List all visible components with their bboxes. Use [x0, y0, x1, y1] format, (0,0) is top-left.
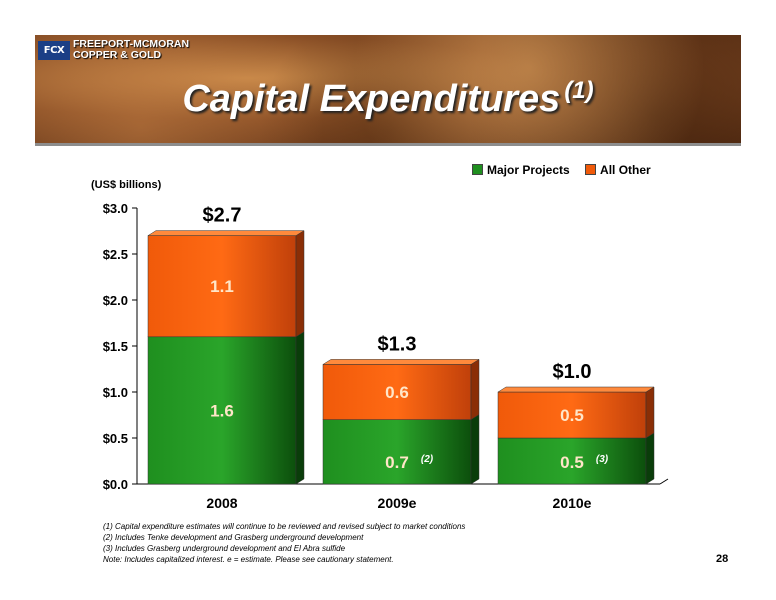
- bar-top-2010e: [497, 386, 655, 393]
- bar-note-2009e: (2): [421, 454, 434, 465]
- total-label-2009e: $1.3: [378, 333, 417, 355]
- y-tick-label: $1.0: [103, 385, 128, 400]
- legend-item-major-projects: Major Projects: [472, 163, 570, 177]
- x-tick-label-2008: 2008: [206, 495, 237, 511]
- footnotes: (1) Capital expenditure estimates will c…: [103, 521, 465, 565]
- header-banner: FCX FREEPORT-MCMORAN COPPER & GOLD Capit…: [35, 35, 741, 143]
- legend-swatch-all-other: [585, 164, 597, 175]
- header-divider: [35, 143, 741, 146]
- value-label-all-other-2010e: 0.5: [560, 406, 584, 425]
- footnote-note: Note: Includes capitalized interest. e =…: [103, 555, 394, 564]
- bar-side-major-projects-2010e: [645, 432, 655, 485]
- bar-top-2009e: [322, 359, 480, 365]
- banner-texture: [35, 35, 741, 143]
- logo-line-1: FREEPORT-MCMORAN: [73, 38, 190, 50]
- bar-major-projects-2009e: [322, 419, 472, 485]
- bar-top-2008: [147, 230, 305, 236]
- logo-line-2: COPPER & GOLD: [73, 49, 162, 61]
- bar-all-other-2010e: [497, 391, 647, 439]
- y-tick-label: $1.5: [103, 339, 128, 354]
- value-label-all-other-2008: 1.1: [210, 277, 234, 296]
- y-tick-label: $2.0: [103, 293, 128, 308]
- footnote-3: (3) Includes Grasberg underground develo…: [103, 544, 346, 553]
- bar-major-projects-2010e: [497, 437, 647, 485]
- bar-side-major-projects-2009e: [470, 414, 480, 485]
- value-label-all-other-2009e: 0.6: [385, 383, 409, 402]
- value-label-major-projects-2010e: 0.5: [560, 453, 584, 472]
- legend-swatch-major-projects: [472, 164, 483, 175]
- legend-item-all-other: All Other: [585, 163, 651, 177]
- bar-note-2010e: (3): [596, 454, 609, 465]
- total-label-2008: $2.7: [203, 205, 242, 227]
- x-axis-depth-line: [659, 478, 669, 485]
- bar-side-all-other-2008: [295, 230, 305, 338]
- legend-label-major-projects: Major Projects: [487, 163, 570, 177]
- bar-side-all-other-2009e: [470, 358, 480, 421]
- chart-legend: Major Projects All Other: [472, 163, 663, 177]
- x-tick-label-2009e: 2009e: [378, 495, 417, 511]
- bar-major-projects-2008: [147, 336, 297, 485]
- y-tick-label: $0.5: [103, 431, 128, 446]
- company-logo-text: FREEPORT-MCMORAN COPPER & GOLD: [73, 39, 189, 61]
- y-tick-label: $3.0: [103, 201, 128, 216]
- y-tick-label: $2.5: [103, 247, 128, 262]
- y-axis-label: (US$ billions): [91, 179, 162, 191]
- total-label-2010e: $1.0: [553, 361, 592, 383]
- page-title: Capital Expenditures (1): [35, 77, 741, 121]
- title-superscript: (1): [564, 77, 594, 104]
- bar-side-all-other-2010e: [645, 386, 655, 439]
- title-text: Capital Expenditures: [182, 78, 561, 120]
- footnote-2: (2) Includes Tenke development and Grasb…: [103, 533, 364, 542]
- bar-side-major-projects-2008: [295, 331, 305, 485]
- company-logo-icon: FCX: [38, 41, 70, 60]
- y-tick-label: $0.0: [103, 477, 128, 492]
- x-tick-label-2010e: 2010e: [553, 495, 592, 511]
- value-label-major-projects-2008: 1.6: [210, 401, 234, 420]
- value-label-major-projects-2009e: 0.7: [385, 453, 409, 472]
- legend-label-all-other: All Other: [600, 163, 651, 177]
- footnote-1: (1) Capital expenditure estimates will c…: [103, 522, 466, 531]
- page-number: 28: [716, 553, 729, 565]
- bar-all-other-2008: [147, 235, 297, 338]
